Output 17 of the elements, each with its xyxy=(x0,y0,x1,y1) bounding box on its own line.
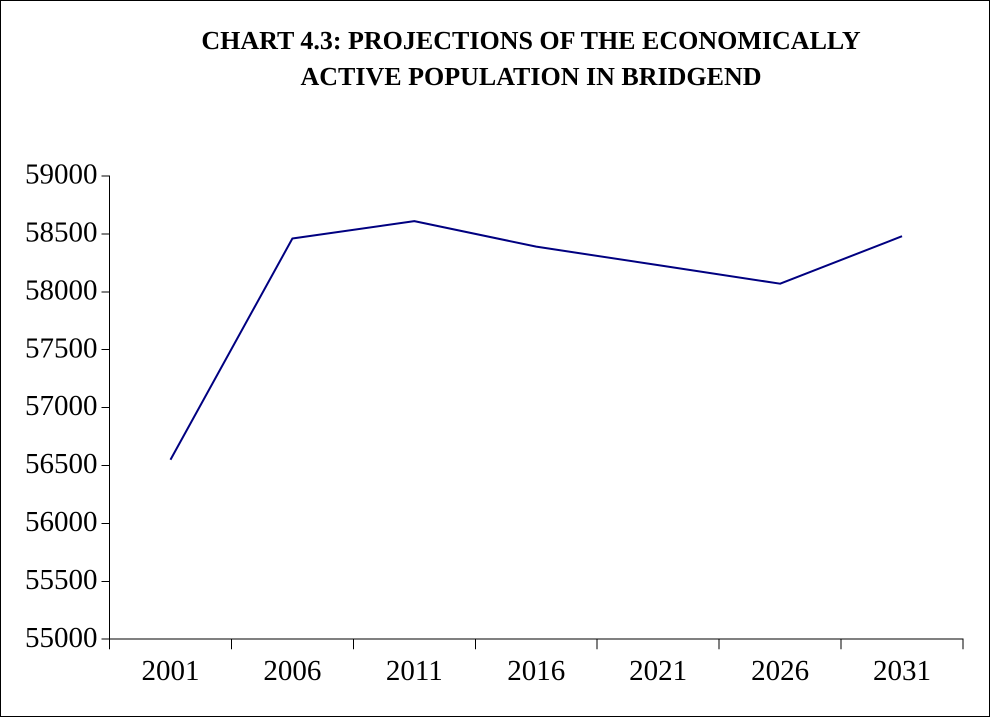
x-tick-label: 2031 xyxy=(873,655,932,688)
y-tick-label: 58000 xyxy=(25,274,98,306)
x-tick-label: 2021 xyxy=(629,655,688,688)
y-tick-label: 57500 xyxy=(25,332,98,364)
x-tick-label: 2001 xyxy=(141,655,200,688)
x-tick-label: 2026 xyxy=(751,655,810,688)
y-tick-label: 58500 xyxy=(25,216,98,249)
y-tick-label: 57000 xyxy=(25,390,98,422)
y-tick-label: 55500 xyxy=(25,564,98,596)
x-tick-label: 2006 xyxy=(263,655,322,688)
y-tick-label: 56500 xyxy=(25,448,98,480)
y-tick-label: 59000 xyxy=(25,158,98,191)
y-tick-label: 56000 xyxy=(25,506,98,538)
y-tick-label: 55000 xyxy=(25,622,98,654)
x-tick-label: 2011 xyxy=(386,655,443,688)
chart-title: CHART 4.3: PROJECTIONS OF THE ECONOMICALLY ACTIVE POPULATION IN BRIDGEND xyxy=(200,25,862,93)
x-tick-label: 2016 xyxy=(507,655,566,688)
